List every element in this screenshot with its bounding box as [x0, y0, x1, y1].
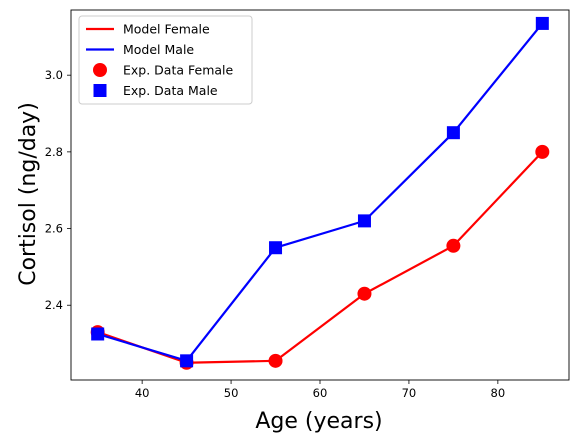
x-tick-label: 80: [491, 386, 506, 400]
x-axis-label: Age (years): [255, 409, 382, 434]
x-tick-label: 60: [313, 386, 328, 400]
legend-label: Exp. Data Female: [123, 63, 234, 78]
legend-item-model-male: Model Male: [86, 42, 194, 57]
y-tick-label: 2.6: [45, 222, 63, 236]
data-point: [180, 354, 194, 368]
axes-frame: [70, 9, 570, 381]
legend-item-model-female: Model Female: [86, 22, 210, 37]
data-point: [357, 286, 372, 301]
legend-label: Model Female: [123, 22, 210, 37]
data-point: [269, 241, 283, 255]
y-tick-label: 3.0: [45, 68, 63, 82]
data-point: [357, 214, 371, 228]
series-exp-data-male: [91, 16, 549, 368]
data-point: [446, 126, 460, 140]
series-line: [97, 151, 544, 364]
series-layer: [90, 16, 550, 370]
series-line: [97, 22, 544, 362]
legend-box: [78, 15, 253, 105]
data-point: [91, 327, 105, 341]
legend-item-exp-data-female: Exp. Data Female: [93, 63, 234, 78]
legend-swatch: [93, 63, 107, 77]
legend-item-exp-data-male: Exp. Data Male: [93, 83, 218, 98]
y-tick-label: 2.8: [45, 145, 63, 159]
x-tick-label: 40: [135, 386, 150, 400]
y-tick-label: 2.4: [45, 298, 63, 312]
legend-swatch: [93, 84, 107, 97]
legend-label: Model Male: [123, 42, 194, 57]
series-model-male: [97, 22, 544, 362]
legend-label: Exp. Data Male: [123, 83, 218, 98]
x-tick-label: 50: [224, 386, 239, 400]
data-point: [535, 144, 550, 159]
data-point: [268, 353, 283, 368]
legend: Model Female Model Male Exp. Data Female Ex…: [78, 15, 253, 105]
x-tick-label: 70: [402, 386, 417, 400]
series-model-female: [97, 151, 544, 364]
y-axis-label: Cortisol (ng/day): [16, 102, 41, 286]
data-point: [535, 16, 549, 30]
data-point: [446, 238, 461, 253]
axes-layer: 40 50 60 70 80 2.4 2.6 2.8 3.0: [45, 9, 570, 400]
